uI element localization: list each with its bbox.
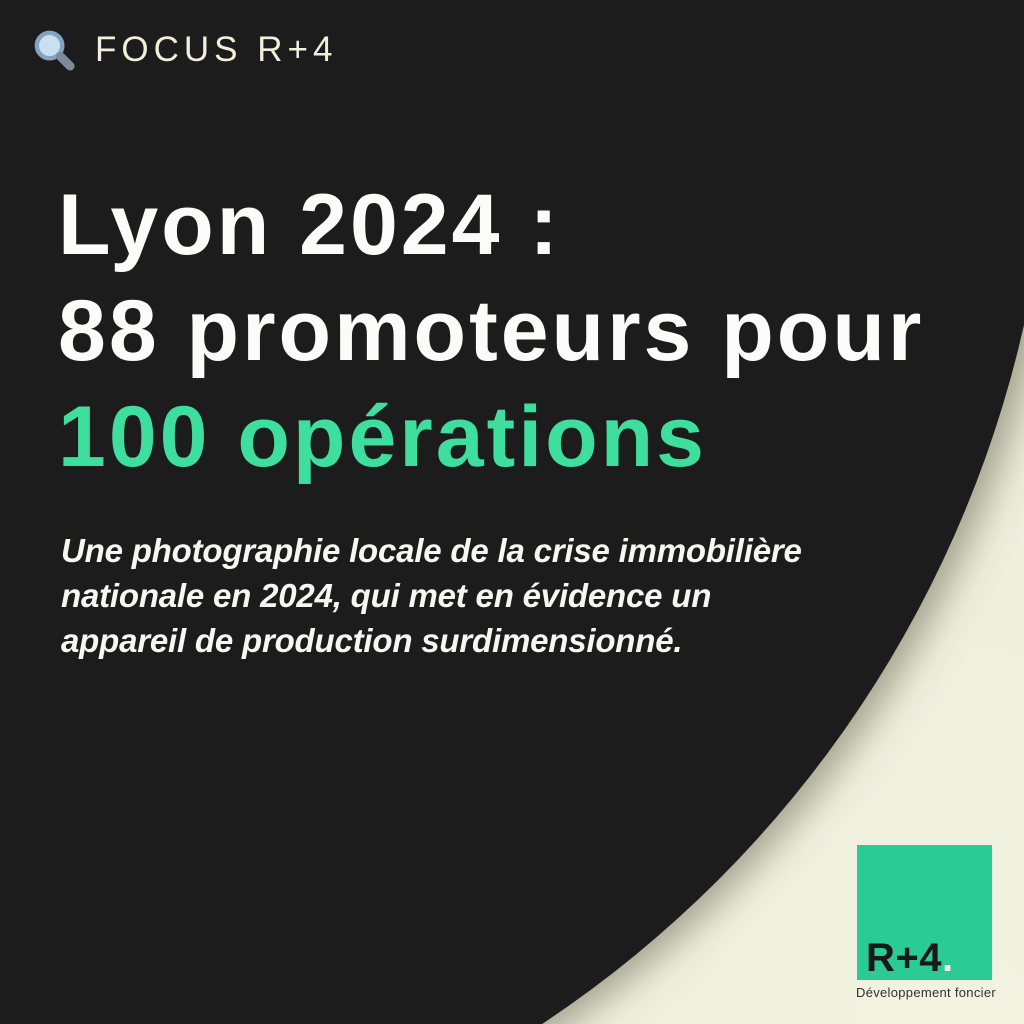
title-line-1: Lyon 2024 : xyxy=(58,177,561,273)
magnifier-icon xyxy=(34,30,75,71)
subtitle-line-2: nationale en 2024, qui met en évidence u… xyxy=(61,577,712,614)
subtitle-text: Une photographie locale de la crise immo… xyxy=(61,528,802,663)
logo-wordmark-text: R+4 xyxy=(866,936,942,980)
subtitle-line-3: appareil de production surdimensionné. xyxy=(61,622,683,659)
page-title: Lyon 2024 : 88 promoteurs pour 100 opéra… xyxy=(58,172,924,490)
logo-square: R+4. xyxy=(857,845,992,980)
focus-badge-label: FOCUS R+4 xyxy=(95,29,338,69)
logo-tagline: Développement foncier xyxy=(856,985,996,1000)
logo-wordmark: R+4. xyxy=(866,938,954,978)
subtitle-line-1: Une photographie locale de la crise immo… xyxy=(61,532,802,569)
title-line-2: 88 promoteurs pour xyxy=(58,283,925,379)
logo-wordmark-dot: . xyxy=(942,936,954,980)
focus-badge: FOCUS R+4 xyxy=(30,26,337,73)
title-line-3-highlight: 100 opérations xyxy=(58,389,707,485)
